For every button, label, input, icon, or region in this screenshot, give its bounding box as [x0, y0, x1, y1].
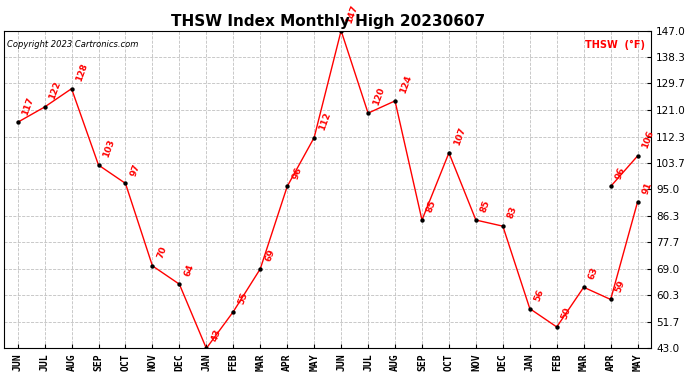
Text: 122: 122 [48, 80, 63, 101]
Text: Copyright 2023 Cartronics.com: Copyright 2023 Cartronics.com [8, 40, 139, 49]
Text: 117: 117 [21, 95, 36, 116]
Point [335, 28, 346, 34]
Text: 70: 70 [156, 245, 168, 260]
Text: 63: 63 [587, 266, 600, 281]
Point [524, 306, 535, 312]
Point [362, 110, 373, 116]
Point [174, 281, 185, 287]
Point [605, 297, 616, 303]
Text: 103: 103 [101, 138, 117, 159]
Point [308, 135, 319, 141]
Text: 55: 55 [237, 291, 249, 306]
Point [632, 199, 643, 205]
Text: 85: 85 [479, 199, 492, 214]
Text: 128: 128 [75, 62, 90, 82]
Text: 69: 69 [264, 248, 276, 263]
Point [471, 217, 482, 223]
Point [551, 324, 562, 330]
Text: 96: 96 [290, 165, 303, 180]
Point [417, 217, 428, 223]
Title: THSW Index Monthly High 20230607: THSW Index Monthly High 20230607 [170, 15, 485, 30]
Text: 96: 96 [614, 165, 627, 180]
Point [578, 284, 589, 290]
Point [497, 223, 509, 229]
Text: 50: 50 [560, 306, 573, 321]
Point [39, 104, 50, 110]
Text: 106: 106 [641, 129, 655, 150]
Point [632, 153, 643, 159]
Text: 124: 124 [398, 74, 413, 95]
Point [66, 86, 77, 92]
Text: 97: 97 [129, 162, 141, 177]
Point [93, 162, 104, 168]
Point [389, 98, 400, 104]
Text: 85: 85 [425, 199, 438, 214]
Text: 120: 120 [371, 87, 386, 107]
Point [12, 119, 23, 125]
Text: 64: 64 [183, 263, 195, 278]
Text: 56: 56 [533, 288, 546, 303]
Point [201, 345, 212, 351]
Text: 83: 83 [506, 205, 519, 220]
Text: THSW  (°F): THSW (°F) [584, 40, 644, 50]
Point [282, 183, 293, 189]
Text: 43: 43 [210, 327, 222, 342]
Text: 107: 107 [452, 126, 467, 147]
Text: 112: 112 [317, 111, 333, 132]
Point [120, 180, 131, 186]
Text: 147: 147 [344, 4, 359, 24]
Point [228, 309, 239, 315]
Point [147, 263, 158, 269]
Point [255, 266, 266, 272]
Point [444, 150, 455, 156]
Text: 59: 59 [614, 278, 627, 293]
Point [605, 183, 616, 189]
Text: 91: 91 [641, 181, 653, 196]
